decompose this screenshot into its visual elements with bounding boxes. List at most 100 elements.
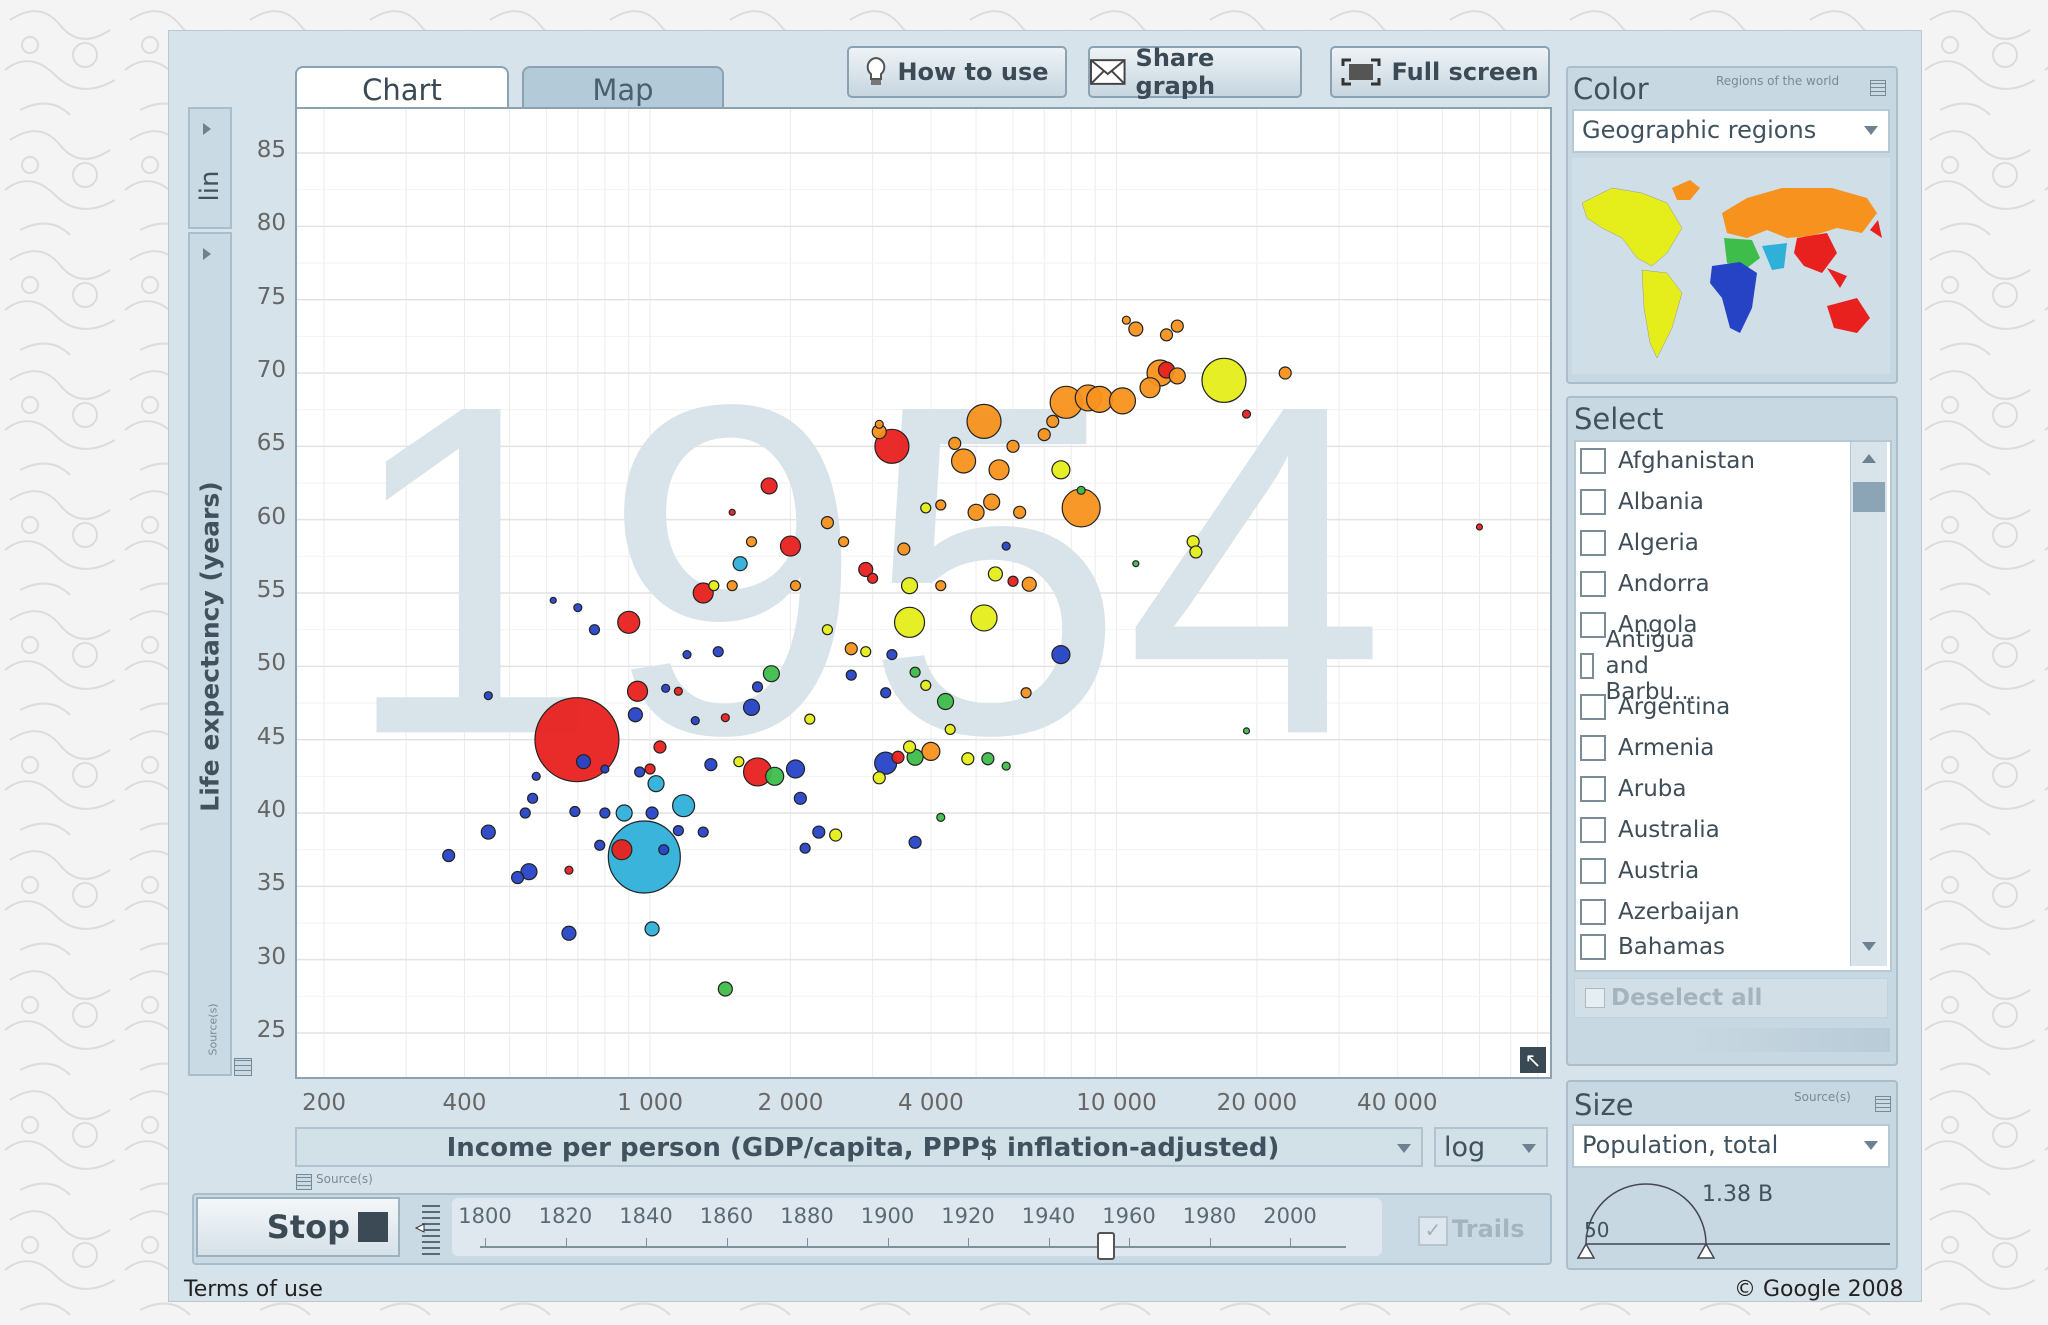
data-bubble [626, 680, 649, 702]
share-graph-button[interactable]: Share graph [1088, 44, 1302, 100]
color-title: Color [1573, 72, 1649, 106]
data-bubble [726, 580, 738, 592]
country-list-item[interactable]: Bahamas [1580, 934, 1725, 960]
tab-map[interactable]: Map [522, 66, 724, 108]
data-bubble [645, 806, 659, 820]
country-checkbox[interactable] [1580, 653, 1594, 679]
horizontal-scrollbar[interactable] [1686, 1028, 1890, 1052]
share-graph-label: Share graph [1135, 44, 1216, 100]
data-bubble [1121, 315, 1131, 325]
grid-icon[interactable] [234, 1058, 252, 1076]
zoom-arrow-icon[interactable]: ↖ [1520, 1047, 1546, 1073]
country-checkbox[interactable] [1580, 776, 1606, 802]
data-bubble [480, 824, 496, 840]
country-list-item[interactable]: Antigua and Barbu... [1580, 627, 1708, 705]
terms-of-use-link[interactable]: Terms of use [184, 1277, 323, 1302]
world-region-map[interactable] [1572, 158, 1890, 374]
data-bubble [573, 603, 583, 613]
country-checkbox[interactable] [1580, 530, 1606, 556]
stop-icon [358, 1212, 388, 1242]
tab-chart[interactable]: Chart [295, 66, 509, 108]
y-tick-label: 75 [256, 283, 286, 310]
data-bubble [1475, 523, 1484, 531]
timeline-tick [485, 1238, 486, 1246]
data-bubble [690, 715, 700, 726]
country-list-item[interactable]: Australia [1580, 811, 1720, 849]
country-checkbox[interactable] [1580, 489, 1606, 515]
country-checkbox[interactable] [1580, 934, 1606, 960]
grid-icon[interactable] [1875, 1096, 1891, 1112]
country-checkbox[interactable] [1580, 817, 1606, 843]
country-name: Algeria [1618, 530, 1699, 556]
y-tick-label: 60 [256, 503, 286, 530]
x-source-link[interactable]: Source(s) [316, 1172, 373, 1186]
trails-checkbox[interactable]: ✓ [1418, 1216, 1448, 1246]
country-list-item[interactable]: Armenia [1580, 729, 1714, 767]
data-bubble [594, 839, 606, 851]
size-dropdown[interactable]: Population, total [1572, 1124, 1890, 1168]
speed-slider-icon[interactable] [414, 1200, 442, 1260]
country-checkbox[interactable] [1580, 899, 1606, 925]
country-name: Angola [1618, 612, 1698, 638]
data-bubble [511, 870, 525, 885]
data-bubble [672, 824, 684, 837]
data-bubble [902, 740, 917, 754]
how-to-use-label: How to use [897, 58, 1049, 86]
country-list-item[interactable]: Austria [1580, 852, 1699, 890]
country-checkbox[interactable] [1580, 694, 1606, 720]
y-tick-label: 40 [256, 797, 286, 823]
country-checkbox[interactable] [1580, 612, 1606, 638]
country-list-item[interactable]: Afghanistan [1580, 442, 1755, 480]
data-bubble [742, 698, 761, 717]
country-list-item[interactable]: Albania [1580, 483, 1704, 521]
country-list-item[interactable]: Andorra [1580, 565, 1710, 603]
chevron-up-icon[interactable] [1862, 454, 1876, 463]
data-bubble [820, 516, 835, 530]
country-checkbox[interactable] [1580, 448, 1606, 474]
play-stop-button[interactable]: Stop [196, 1197, 400, 1257]
data-bubble [944, 723, 956, 736]
scrollbar-thumb[interactable] [1853, 482, 1885, 512]
country-list-item[interactable]: Algeria [1580, 524, 1699, 562]
x-tick-label: 40 000 [1357, 1090, 1438, 1116]
data-bubble [658, 844, 670, 856]
x-scale-dropdown[interactable]: log [1434, 1127, 1548, 1167]
x-indicator-dropdown[interactable]: Income per person (GDP/capita, PPP$ infl… [295, 1127, 1423, 1167]
timeline-handle[interactable] [1096, 1232, 1115, 1260]
data-bubble [661, 683, 671, 693]
full-screen-button[interactable]: Full screen [1330, 46, 1550, 98]
how-to-use-button[interactable]: How to use [847, 46, 1067, 98]
deselect-all-button[interactable]: Deselect all [1574, 978, 1888, 1018]
data-bubble [860, 646, 872, 658]
y-source-link[interactable]: Source(s) [206, 1003, 220, 1056]
y-indicator-selector[interactable]: Life expectancy (years) Source(s) [188, 232, 232, 1076]
deselect-all-label: Deselect all [1611, 985, 1763, 1011]
data-bubble [1159, 328, 1174, 342]
timeline-tick [1048, 1238, 1050, 1246]
country-checkbox[interactable] [1580, 571, 1606, 597]
color-dropdown[interactable]: Geographic regions [1572, 109, 1890, 153]
timeline-year-label: 1860 [699, 1204, 754, 1228]
y-tick-label: 50 [256, 650, 286, 677]
timeline-year-label: 1980 [1182, 1204, 1237, 1228]
data-bubble [909, 666, 921, 678]
y-scale-toggle[interactable]: lin [188, 107, 232, 229]
grid-icon[interactable] [1870, 80, 1886, 96]
size-source-link[interactable]: Source(s) [1794, 1090, 1851, 1104]
country-checkbox[interactable] [1580, 735, 1606, 761]
data-bubble [442, 848, 456, 863]
country-list-item[interactable]: Argentina [1580, 688, 1730, 726]
data-bubble [908, 835, 922, 849]
country-list-scrollbar[interactable] [1850, 442, 1887, 966]
country-list-item[interactable]: Azerbaijan [1580, 893, 1740, 931]
chevron-down-icon[interactable] [1862, 942, 1876, 951]
country-list-item[interactable]: Angola [1580, 606, 1697, 644]
country-checkbox[interactable] [1580, 858, 1606, 884]
timeline-tick [1129, 1238, 1130, 1246]
y-tick-label: 85 [256, 137, 286, 163]
timeline-year-label: 1820 [538, 1204, 593, 1228]
data-bubble [867, 572, 879, 584]
country-list-item[interactable]: Aruba [1580, 770, 1686, 808]
y-tick-label: 80 [256, 210, 286, 237]
data-bubble [874, 419, 884, 429]
